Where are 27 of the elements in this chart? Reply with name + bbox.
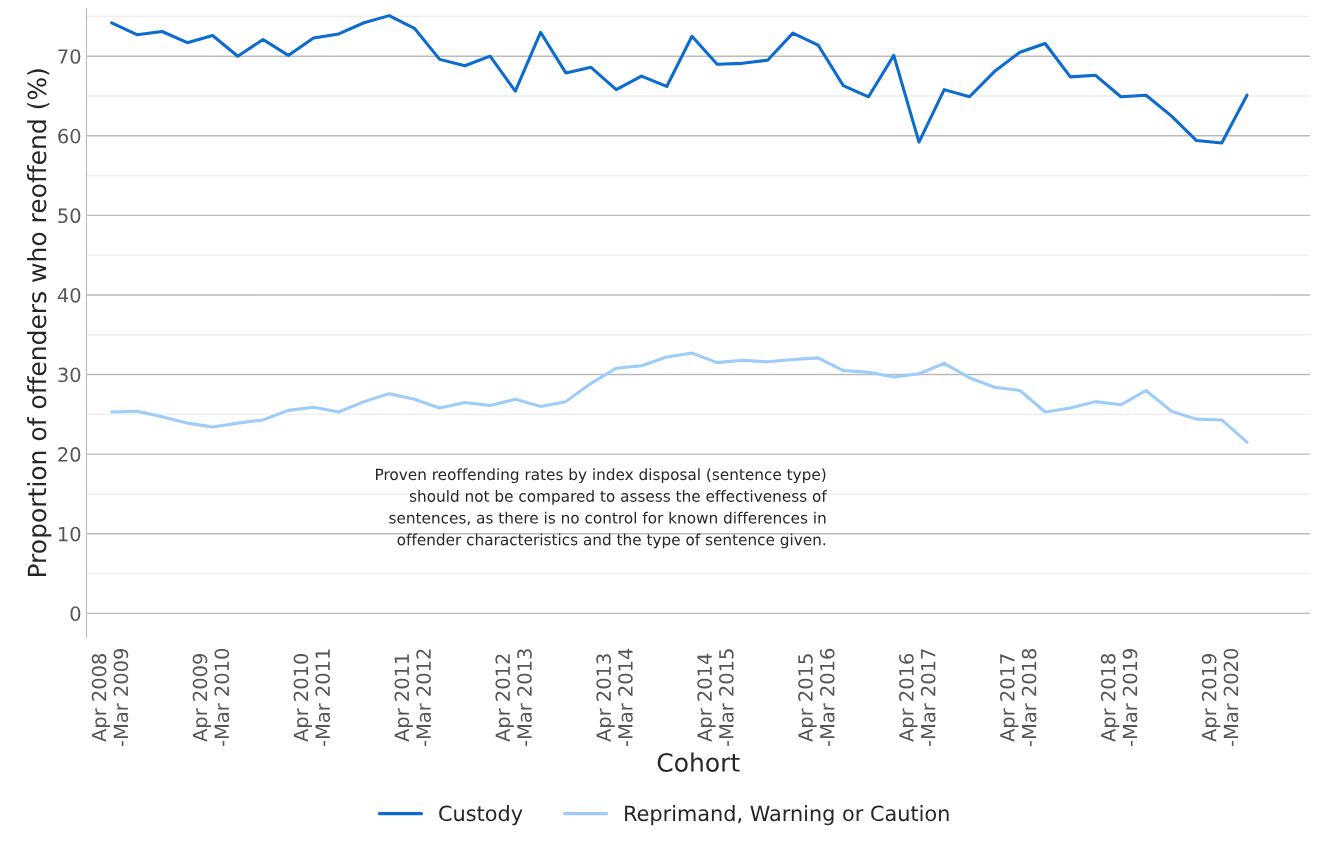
y-tick-label: 20 <box>58 447 81 462</box>
x-tick-label: Apr 2012 -Mar 2013 <box>495 649 532 747</box>
annotation: Proven reoffending rates by index disposal (sentence type) should not be compared to assess the effectiveness of sentences, as there is no control for known differences in offender characteristics and the type of sentence given. <box>376 468 828 549</box>
x-tick-label: Apr 2009 -Mar 2010 <box>192 648 230 747</box>
y-tick-label: 60 <box>58 128 81 144</box>
x-tick-label: Apr 2015 -Mar 2016 <box>798 648 835 747</box>
x-tick-label: Apr 2014 -Mar 2015 <box>697 649 734 747</box>
line-series <box>110 14 1249 145</box>
x-tick-label: Apr 2019 -Mar 2020 <box>1201 648 1239 747</box>
x-tick-label: Apr 2013 -Mar 2014 <box>596 648 633 747</box>
y-tick-label: 10 <box>58 526 81 542</box>
x-tick-label: Apr 2018 -Mar 2019 <box>1100 649 1138 747</box>
legend-label: Reprimand, Warning or Caution <box>625 805 949 826</box>
y-axis-title: Proportion of offenders who reoffend (%) <box>27 69 52 577</box>
y-tick-label: 70 <box>58 49 81 64</box>
x-tick-label: Apr 2008 -Mar 2009 <box>91 649 129 747</box>
x-tick-label: Apr 2010 -Mar 2011 <box>293 649 331 747</box>
y-tick-label: 50 <box>58 208 81 224</box>
y-tick-label: 40 <box>57 287 81 303</box>
line-series <box>110 351 1249 444</box>
x-tick-label: Apr 2017 -Mar 2018 <box>999 648 1037 747</box>
x-tick-label: Apr 2016 -Mar 2017 <box>899 649 936 747</box>
y-tick-label: 30 <box>58 367 81 383</box>
x-axis-title: Cohort <box>657 752 740 772</box>
y-tick-label: 0 <box>70 606 81 622</box>
x-tick-label: Apr 2011 -Mar 2012 <box>394 649 431 747</box>
legend-label: Custody <box>439 805 523 826</box>
